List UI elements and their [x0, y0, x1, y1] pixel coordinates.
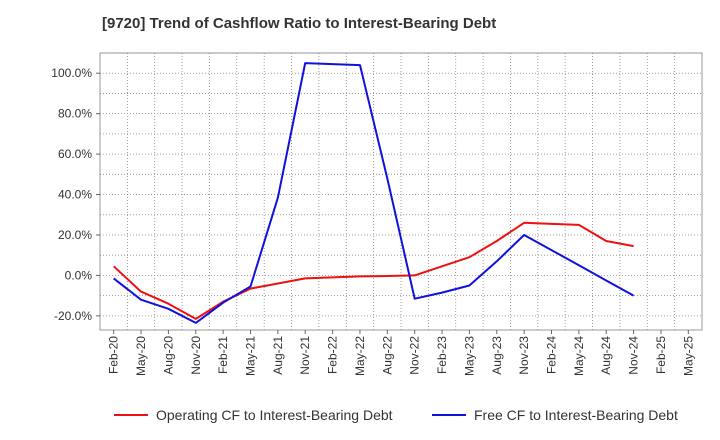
- x-axis-ticks: Feb-20 May-20 Aug-20 Nov-20 Feb-21 May-21 Aug-…: [107, 330, 695, 376]
- y-tick-label: 100.0%: [51, 66, 92, 80]
- x-tick-label: May-21: [244, 336, 258, 376]
- legend-label-free-cf: Free CF to Interest-Bearing Debt: [474, 407, 678, 423]
- y-tick-label: -20.0%: [54, 309, 92, 323]
- legend-swatch-operating-cf: [114, 414, 148, 416]
- x-tick-label: Feb-22: [326, 336, 340, 374]
- x-tick-label: May-20: [134, 336, 148, 376]
- x-tick-label: Aug-24: [599, 336, 613, 375]
- series-line-0: [113, 221, 634, 320]
- x-tick-label: Feb-20: [107, 336, 121, 374]
- y-tick-label: 80.0%: [58, 107, 92, 121]
- legend: Operating CF to Interest-Bearing Debt Fr…: [0, 405, 720, 425]
- y-tick-label: 0.0%: [65, 268, 93, 282]
- series-lines: [113, 62, 635, 324]
- legend-item-free-cf: Free CF to Interest-Bearing Debt: [432, 405, 678, 425]
- x-tick-label: May-25: [681, 336, 695, 376]
- x-tick-label: Nov-24: [627, 336, 641, 375]
- y-tick-label: 60.0%: [58, 147, 92, 161]
- x-tick-label: Nov-20: [189, 336, 203, 375]
- x-tick-label: May-24: [572, 336, 586, 376]
- x-tick-label: May-22: [353, 336, 367, 376]
- y-tick-label: 40.0%: [58, 188, 92, 202]
- x-tick-label: Feb-21: [216, 336, 230, 374]
- y-tick-label: 20.0%: [58, 228, 92, 242]
- chart-title: [9720] Trend of Cashflow Ratio to Intere…: [102, 15, 497, 32]
- x-tick-label: Nov-21: [298, 336, 312, 375]
- series-line-1: [113, 62, 635, 324]
- legend-label-operating-cf: Operating CF to Interest-Bearing Debt: [156, 407, 393, 423]
- x-tick-label: Aug-23: [490, 336, 504, 375]
- x-tick-label: Feb-25: [654, 336, 668, 374]
- grid-lines: [100, 52, 702, 330]
- legend-item-operating-cf: Operating CF to Interest-Bearing Debt: [114, 405, 393, 425]
- x-tick-label: Feb-23: [435, 336, 449, 374]
- x-tick-label: Aug-22: [380, 336, 394, 375]
- x-tick-label: Nov-23: [517, 336, 531, 375]
- x-tick-label: May-23: [462, 336, 476, 376]
- legend-swatch-free-cf: [432, 414, 466, 416]
- x-tick-label: Nov-22: [408, 336, 422, 375]
- x-tick-label: Aug-21: [271, 336, 285, 375]
- x-tick-label: Feb-24: [545, 336, 559, 374]
- y-axis-ticks: -20.0% 0.0% 20.0% 40.0% 60.0% 80.0% 100.0%: [51, 66, 100, 323]
- x-tick-label: Aug-20: [161, 336, 175, 375]
